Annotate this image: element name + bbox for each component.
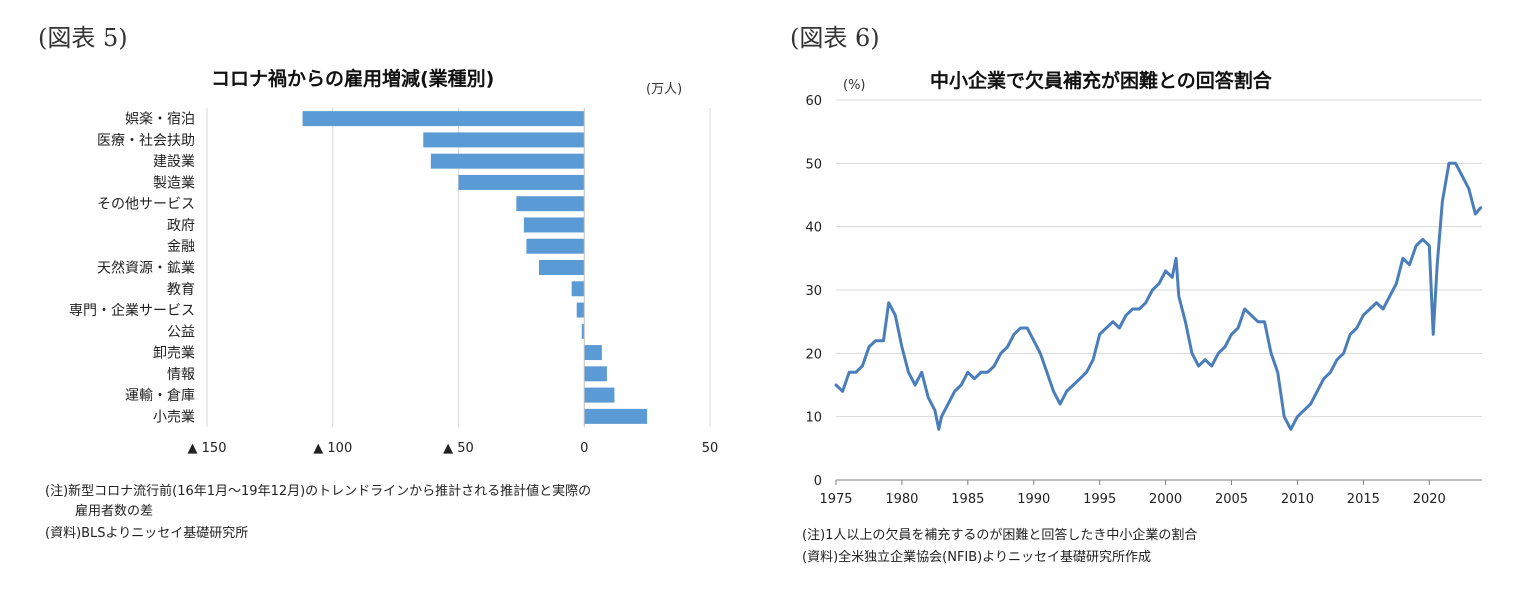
category-label: 金融 (167, 239, 195, 255)
bar (538, 260, 585, 275)
x-tick-label: 2015 (1347, 492, 1380, 507)
x-tick-label: ▲ 100 (313, 441, 352, 456)
x-tick-label: 0 (580, 441, 588, 456)
category-label: 卸売業 (153, 346, 195, 362)
x-tick-label: 1990 (1017, 492, 1050, 507)
bar-chart-source: (資料)BLSよりニッセイ基礎研究所 (45, 526, 249, 541)
bar (581, 323, 585, 339)
bar (526, 238, 585, 254)
y-tick-label: 0 (814, 474, 822, 489)
y-tick-label: 10 (805, 411, 822, 426)
bar-chart-note-cont: 雇用者数の差 (75, 504, 154, 519)
x-tick-label: 1975 (819, 492, 852, 507)
category-label: 情報 (167, 367, 195, 383)
figure-label-5: (図表 5) (38, 24, 128, 52)
x-tick-label: 2000 (1149, 492, 1182, 507)
bar (423, 132, 585, 148)
y-tick-label: 60 (805, 94, 822, 109)
line-chart: 0 10 20 30 40 50 60 1975 1980 1985 1990 1995 2000 200… (805, 94, 1483, 507)
y-tick-label: 30 (805, 284, 822, 299)
bar (458, 174, 585, 190)
category-label: 運輸・倉庫 (125, 387, 195, 404)
bar (584, 366, 607, 382)
line-chart-source: (資料)全米独立企業協会(NFIB)よりニッセイ基礎研究所作成 (802, 550, 1151, 565)
x-tick-label: 2005 (1215, 492, 1248, 507)
bar (584, 387, 615, 403)
line-chart-title: 中小企業で欠員補充が困難との回答割合 (930, 70, 1272, 92)
y-tick-label: 20 (805, 347, 822, 362)
category-label: 製造業 (153, 175, 195, 191)
x-tick-label: 1985 (951, 492, 984, 507)
category-label: 専門・企業サービス (69, 302, 195, 319)
bar-chart: 娯楽・宿泊医療・社会扶助建設業製造業その他サービス政府金融天然資源・鉱業教育専門… (69, 108, 719, 456)
x-tick-label: ▲ 50 (443, 441, 474, 456)
category-label: 公益 (167, 324, 195, 340)
category-label: 医療・社会扶助 (97, 132, 195, 149)
bar-chart-unit: (万人) (646, 82, 683, 97)
bar (430, 153, 585, 169)
category-label: 建設業 (153, 154, 195, 170)
bar (584, 345, 602, 361)
category-label: 小売業 (153, 409, 195, 425)
x-tick-label: 1995 (1083, 492, 1116, 507)
category-label: 教育 (167, 282, 195, 298)
bar-chart-title: コロナ禍からの雇用増減(業種別) (211, 68, 495, 90)
bar (516, 196, 585, 212)
x-tick-label: 50 (702, 441, 719, 456)
figure-label-6: (図表 6) (790, 24, 880, 52)
category-label: 娯楽・宿泊 (125, 111, 195, 128)
bar (576, 302, 585, 318)
bar (584, 408, 648, 424)
bar (302, 111, 585, 127)
x-tick-label: 1980 (885, 492, 918, 507)
category-label: その他サービス (97, 197, 195, 213)
x-tick-label: 2020 (1413, 492, 1446, 507)
category-label: 天然資源・鉱業 (97, 260, 195, 277)
bar-chart-note: (注)新型コロナ流行前(16年1月～19年12月)のトレンドラインから推計される… (45, 484, 592, 499)
category-label: 政府 (167, 218, 195, 234)
bar (571, 281, 585, 297)
y-tick-label: 50 (805, 157, 822, 172)
line-chart-unit: (%) (843, 78, 866, 93)
bar (523, 217, 585, 233)
x-tick-label: ▲ 150 (188, 441, 227, 456)
line-chart-note: (注)1人以上の欠員を補充するのが困難と回答したき中小企業の割合 (802, 528, 1198, 543)
x-tick-label: 2010 (1281, 492, 1314, 507)
series-line (834, 161, 1483, 431)
y-tick-label: 40 (805, 221, 822, 236)
